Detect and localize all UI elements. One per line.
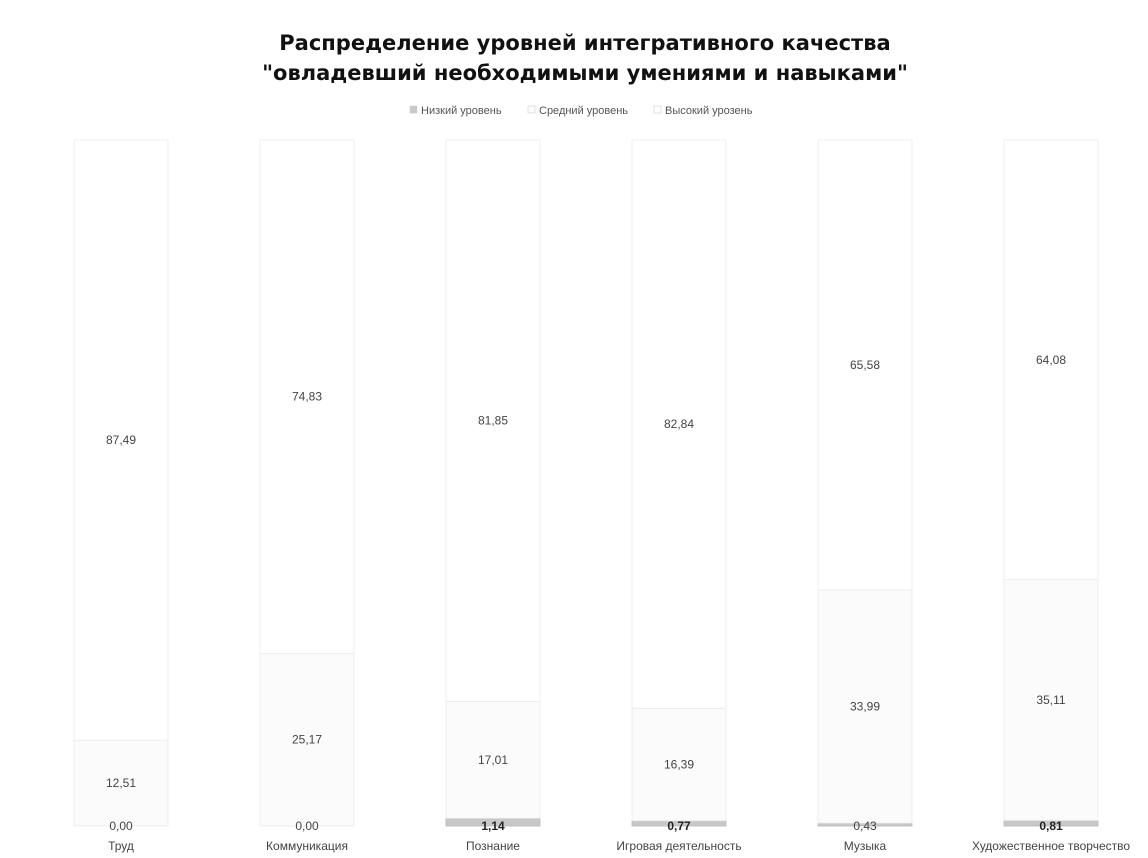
value-labels: 0,00 12,51 87,49 0,00 25,17 74,83 1,14 17,01 81,… bbox=[106, 353, 1066, 833]
value-label-1-1: 25,17 bbox=[292, 733, 322, 747]
legend-swatch-0 bbox=[409, 105, 418, 114]
legend-label-2: Высокий урозень bbox=[665, 105, 753, 117]
legend-label-1: Средний уровень bbox=[539, 105, 628, 117]
category-label-4: Музыка bbox=[844, 839, 887, 853]
chart-title-line-2: "овладевший необходимыми умениями и навы… bbox=[262, 61, 908, 85]
value-label-5-0: 0,81 bbox=[1039, 819, 1063, 833]
category-label-3: Игровая деятельность bbox=[616, 839, 741, 853]
category-label-5: Художественное творчество bbox=[972, 839, 1130, 853]
bar-5-1 bbox=[1003, 579, 1099, 821]
category-labels: Труд Коммуникация Познание Игровая деятельн… bbox=[108, 839, 1130, 853]
bar-4-1 bbox=[817, 589, 913, 824]
value-label-4-1: 33,99 bbox=[850, 699, 880, 713]
value-label-5-2: 64,08 bbox=[1036, 353, 1066, 367]
chart-title-line-1: Распределение уровней интегративного кач… bbox=[279, 31, 890, 55]
value-label-1-0: 0,00 bbox=[295, 819, 319, 833]
bar-0-1 bbox=[73, 739, 169, 827]
legend-swatch-1 bbox=[527, 105, 536, 114]
bar-4-2 bbox=[817, 139, 913, 591]
value-label-4-2: 65,58 bbox=[850, 358, 880, 372]
value-label-2-2: 81,85 bbox=[478, 414, 508, 428]
value-label-1-2: 74,83 bbox=[292, 390, 322, 404]
legend: Низкий уровень Средний уровень Высокий уро… bbox=[409, 105, 753, 117]
value-label-0-2: 87,49 bbox=[106, 433, 136, 447]
bar-3-1 bbox=[631, 707, 727, 822]
category-label-2: Познание bbox=[466, 839, 520, 853]
value-label-0-1: 12,51 bbox=[106, 776, 136, 790]
value-label-5-1: 35,11 bbox=[1036, 693, 1065, 707]
bars bbox=[73, 139, 1099, 827]
category-label-0: Труд bbox=[108, 839, 134, 853]
bar-3-2 bbox=[631, 139, 727, 709]
value-label-3-1: 16,39 bbox=[664, 758, 694, 772]
bar-0-2 bbox=[73, 139, 169, 741]
bar-1-2 bbox=[259, 139, 355, 654]
legend-label-0: Низкий уровень bbox=[421, 105, 502, 117]
bar-5-2 bbox=[1003, 139, 1099, 580]
value-label-2-0: 1,14 bbox=[481, 819, 505, 833]
value-label-2-1: 17,01 bbox=[478, 753, 508, 767]
category-label-1: Коммуникация bbox=[266, 839, 348, 853]
value-label-4-0: 0,43 bbox=[853, 819, 877, 833]
legend-swatch-2 bbox=[653, 105, 662, 114]
value-label-3-0: 0,77 bbox=[667, 819, 691, 833]
value-label-0-0: 0,00 bbox=[109, 819, 133, 833]
value-label-3-2: 82,84 bbox=[664, 417, 694, 431]
bar-2-2 bbox=[445, 139, 541, 702]
